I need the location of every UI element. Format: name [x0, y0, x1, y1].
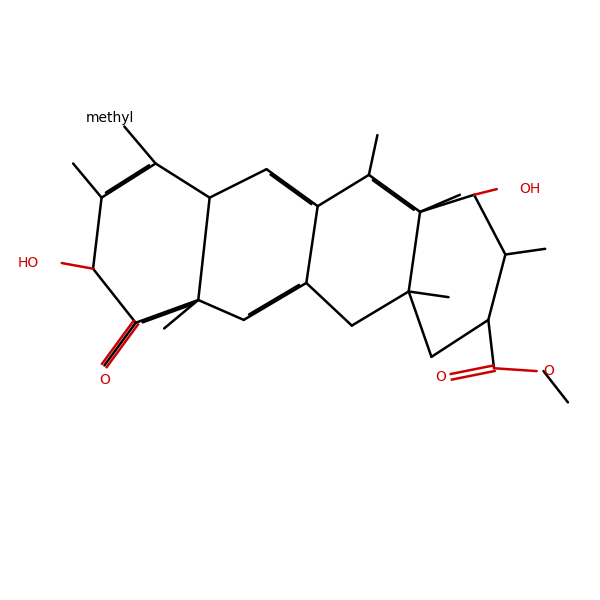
Text: HO: HO — [18, 256, 39, 270]
Text: O: O — [436, 370, 446, 384]
Text: methyl: methyl — [86, 111, 134, 125]
Text: OH: OH — [520, 182, 541, 196]
Text: O: O — [99, 373, 110, 386]
Text: O: O — [544, 364, 554, 378]
